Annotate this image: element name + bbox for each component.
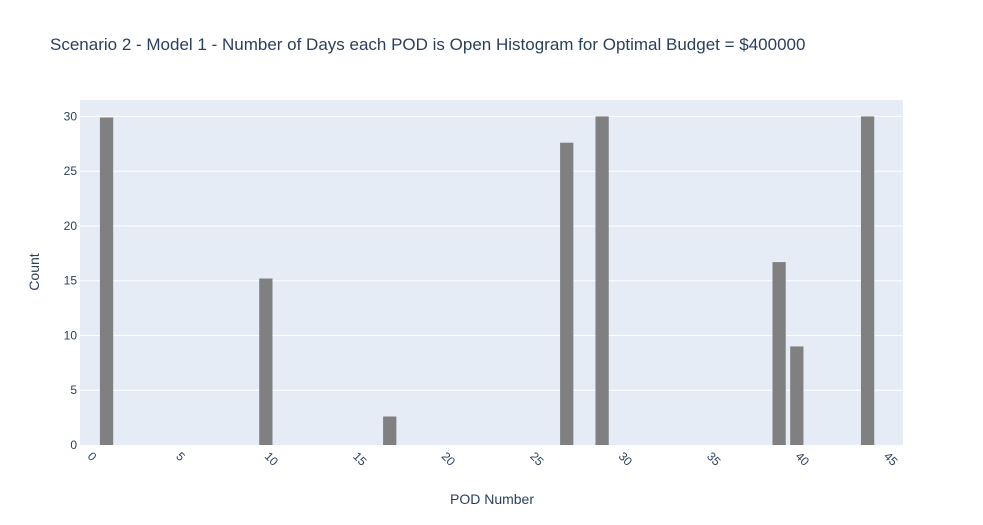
- x-axis-title: POD Number: [450, 491, 534, 507]
- y-tick-label: 5: [70, 383, 77, 397]
- y-tick-label: 30: [64, 109, 78, 123]
- y-axis-ticks: 0 5 10 15 20 25 30: [64, 109, 78, 452]
- y-tick-label: 0: [70, 438, 77, 452]
- bar: [790, 346, 804, 445]
- bar: [99, 117, 114, 446]
- y-tick-label: 20: [64, 219, 78, 233]
- bars: [99, 116, 875, 446]
- y-tick-label: 10: [64, 328, 78, 342]
- y-tick-label: 15: [64, 274, 78, 288]
- gridlines: [80, 115, 903, 391]
- bar: [259, 278, 273, 445]
- y-tick-label: 25: [64, 164, 78, 178]
- plot-area: [80, 100, 903, 445]
- chart-title: Scenario 2 - Model 1 - Number of Days ea…: [50, 35, 805, 54]
- bar: [772, 262, 786, 445]
- bar: [383, 416, 397, 445]
- bar: [860, 116, 875, 445]
- bar: [560, 142, 574, 445]
- bar: [595, 116, 609, 445]
- y-axis-title: Count: [26, 253, 42, 290]
